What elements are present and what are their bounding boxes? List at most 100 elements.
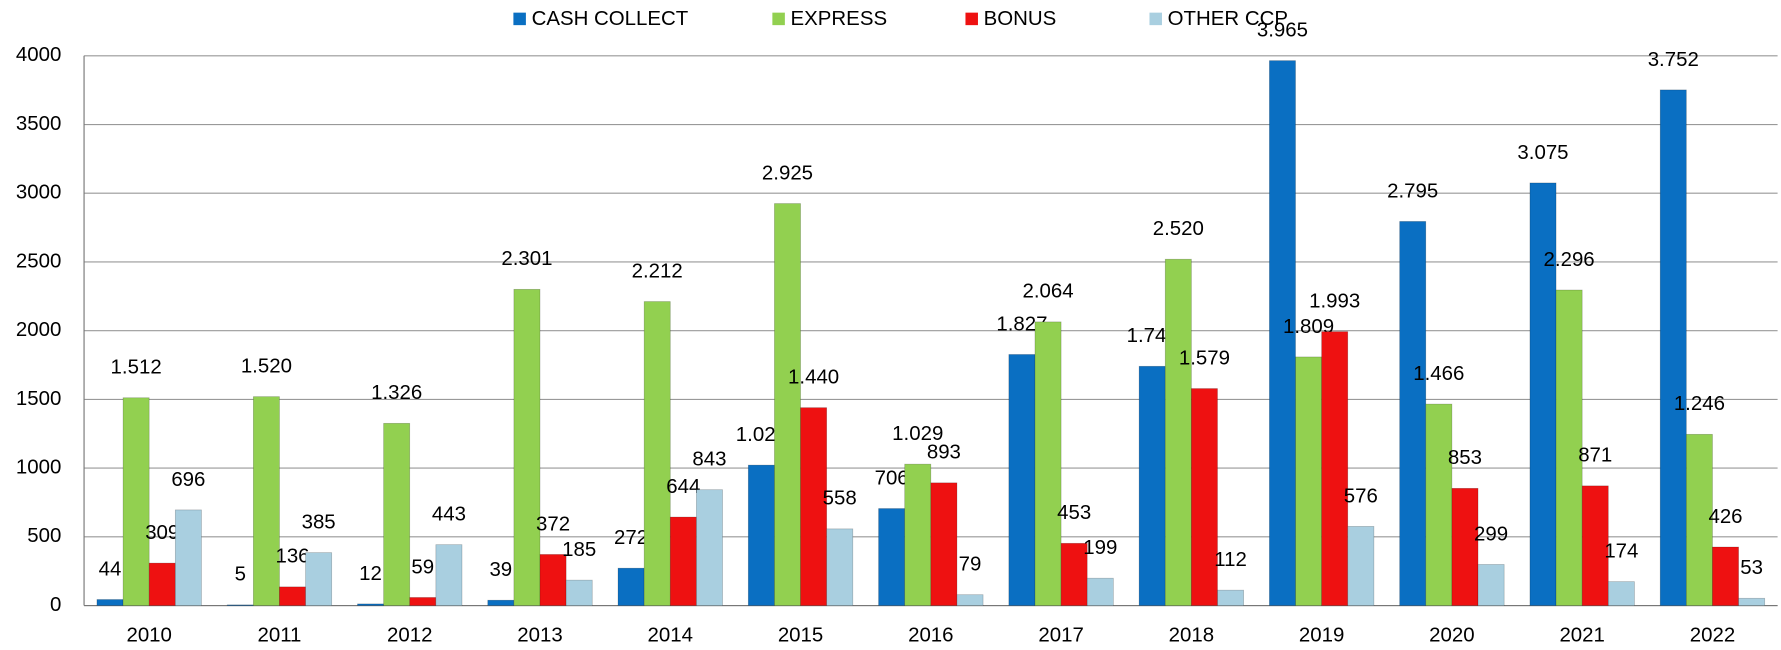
data-label: 426 bbox=[1708, 505, 1742, 528]
bar bbox=[1399, 221, 1427, 606]
data-label: 3.752 bbox=[1648, 48, 1699, 71]
data-label: 1.520 bbox=[241, 355, 292, 378]
data-label: 372 bbox=[536, 512, 570, 535]
data-label: 576 bbox=[1344, 484, 1378, 507]
data-label: 1.741 bbox=[1127, 324, 1178, 347]
bar bbox=[643, 301, 671, 606]
bar bbox=[930, 482, 958, 606]
legend-swatch bbox=[772, 12, 785, 26]
data-label: 1.579 bbox=[1179, 346, 1230, 369]
x-tick-label: 2011 bbox=[257, 624, 301, 647]
data-label: 309 bbox=[145, 521, 179, 544]
bar bbox=[1529, 182, 1557, 606]
data-label: 272 bbox=[614, 526, 648, 549]
bar bbox=[226, 604, 254, 606]
data-label: 2.064 bbox=[1022, 280, 1073, 303]
data-label: 453 bbox=[1057, 501, 1091, 524]
bar bbox=[669, 516, 697, 606]
data-label: 893 bbox=[927, 441, 961, 464]
x-tick-label: 2020 bbox=[1429, 624, 1474, 647]
bar bbox=[1164, 258, 1192, 606]
bar bbox=[1086, 577, 1114, 606]
bar bbox=[539, 554, 567, 606]
data-label: 2.296 bbox=[1544, 248, 1595, 271]
y-tick-label: 1000 bbox=[16, 456, 61, 479]
bar bbox=[96, 599, 124, 606]
data-label: 12 bbox=[359, 562, 382, 585]
bar bbox=[774, 203, 801, 606]
bar bbox=[956, 594, 984, 606]
bar bbox=[513, 288, 541, 606]
legend-swatch bbox=[965, 12, 978, 26]
data-label: 1.029 bbox=[892, 422, 943, 445]
bar bbox=[800, 407, 828, 606]
legend-swatch bbox=[513, 12, 526, 26]
bar bbox=[1217, 589, 1244, 606]
data-label: 2.520 bbox=[1153, 217, 1204, 240]
bar bbox=[305, 552, 333, 606]
bar bbox=[1034, 321, 1062, 606]
y-tick-label: 3500 bbox=[16, 112, 61, 135]
x-tick-label: 2016 bbox=[908, 624, 953, 647]
data-label: 853 bbox=[1448, 446, 1482, 469]
data-label: 299 bbox=[1474, 522, 1508, 545]
bar bbox=[1191, 388, 1218, 606]
data-label: 59 bbox=[411, 555, 434, 578]
bar bbox=[1738, 597, 1766, 606]
bar bbox=[1138, 365, 1166, 606]
bar bbox=[1060, 542, 1088, 606]
x-tick-label: 2015 bbox=[778, 624, 823, 647]
y-tick-label: 4000 bbox=[16, 43, 61, 66]
data-label: 5 bbox=[235, 563, 246, 586]
bar bbox=[878, 508, 906, 606]
bar bbox=[747, 464, 775, 606]
data-label: 696 bbox=[171, 468, 205, 491]
data-label: 136 bbox=[275, 545, 309, 568]
bar bbox=[904, 463, 932, 606]
bar bbox=[357, 603, 384, 606]
bar bbox=[1477, 564, 1505, 606]
y-tick-label: 1500 bbox=[16, 387, 61, 410]
bar bbox=[435, 544, 463, 606]
data-label: 3.075 bbox=[1517, 141, 1568, 164]
bar bbox=[1008, 354, 1036, 606]
bar bbox=[1451, 487, 1479, 606]
legend-label: OTHER CCP bbox=[1168, 7, 1288, 30]
data-label: 79 bbox=[959, 553, 982, 576]
data-label: 44 bbox=[99, 557, 122, 580]
bar bbox=[1659, 89, 1687, 606]
data-label: 1.440 bbox=[788, 366, 839, 389]
bar bbox=[1295, 356, 1322, 606]
x-tick-label: 2021 bbox=[1559, 624, 1604, 647]
data-label: 1.022 bbox=[736, 423, 787, 446]
data-label: 2.301 bbox=[501, 247, 552, 270]
bar bbox=[409, 597, 437, 606]
data-label: 644 bbox=[666, 475, 700, 498]
data-label: 53 bbox=[1740, 556, 1763, 579]
y-tick-label: 500 bbox=[27, 524, 61, 547]
bar bbox=[826, 528, 854, 606]
y-tick-label: 2000 bbox=[16, 318, 61, 341]
x-tick-label: 2013 bbox=[517, 624, 562, 647]
data-label: 558 bbox=[823, 487, 857, 510]
data-label: 1.466 bbox=[1413, 362, 1464, 385]
bar bbox=[383, 422, 411, 606]
data-label: 112 bbox=[1214, 548, 1247, 571]
y-tick-label: 0 bbox=[50, 593, 61, 616]
bar bbox=[174, 509, 202, 606]
y-tick-label: 2500 bbox=[16, 249, 61, 272]
bar bbox=[1321, 331, 1349, 606]
legend-label: CASH COLLECT bbox=[532, 7, 689, 30]
data-label: 185 bbox=[562, 538, 596, 561]
legend-label: EXPRESS bbox=[791, 7, 888, 30]
data-label: 2.212 bbox=[632, 259, 683, 282]
data-label: 1.809 bbox=[1283, 315, 1334, 338]
data-label: 443 bbox=[432, 503, 466, 526]
data-label: 1.326 bbox=[371, 381, 422, 404]
x-tick-label: 2010 bbox=[126, 624, 171, 647]
x-tick-label: 2019 bbox=[1299, 624, 1344, 647]
bar bbox=[696, 489, 723, 606]
data-label: 199 bbox=[1083, 536, 1117, 559]
y-tick-label: 3000 bbox=[16, 181, 61, 204]
bar bbox=[1269, 60, 1296, 606]
